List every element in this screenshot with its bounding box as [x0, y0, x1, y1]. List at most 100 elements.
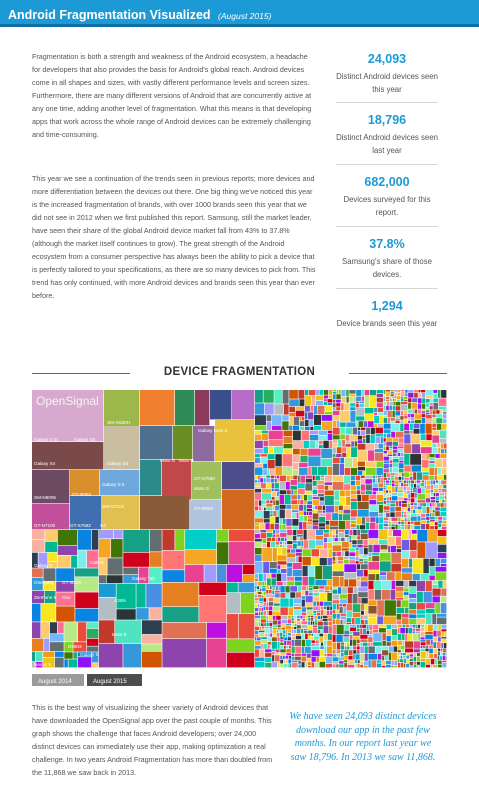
treemap-cell — [350, 490, 357, 495]
treemap-cell — [255, 547, 262, 555]
treemap-cell — [353, 654, 355, 660]
treemap-cell — [73, 642, 87, 652]
treemap-cell — [260, 483, 266, 489]
treemap-cell — [343, 637, 350, 642]
treemap-cell — [274, 478, 277, 483]
treemap-cell — [308, 630, 313, 634]
treemap-cell — [323, 626, 329, 634]
treemap-cell — [255, 586, 257, 590]
treemap-cell — [319, 549, 328, 558]
treemap-cell — [364, 653, 368, 661]
device-treemap[interactable]: OpenSignal Galaxy S III Galaxy S5 SM-G530H G… — [32, 390, 447, 668]
treemap-cell — [414, 480, 417, 484]
treemap-cell — [292, 440, 303, 449]
treemap-cell — [436, 617, 447, 625]
treemap-cell — [344, 475, 351, 484]
treemap-cell — [391, 480, 395, 483]
treemap-cell — [301, 629, 304, 634]
treemap-cell — [346, 390, 349, 397]
treemap-cell — [368, 561, 380, 570]
treemap-device-tile — [162, 460, 192, 500]
treemap-cell — [293, 629, 297, 634]
treemap-cell — [430, 499, 436, 503]
treemap-cell — [391, 483, 395, 487]
treemap-cell — [275, 530, 280, 534]
treemap-cell — [413, 656, 417, 662]
treemap-cell — [258, 621, 261, 626]
treemap-cell — [297, 618, 300, 621]
treemap-cell — [391, 524, 395, 527]
treemap-cell — [375, 646, 382, 654]
treemap-cell — [425, 603, 435, 609]
treemap-cell — [277, 641, 280, 649]
treemap-cell — [332, 399, 336, 403]
treemap-cell — [228, 530, 255, 541]
page-header: Android Fragmentation Visualized (August… — [0, 0, 479, 27]
treemap-cell — [440, 503, 444, 507]
treemap-cell — [263, 610, 266, 616]
treemap-cell — [381, 580, 391, 590]
treemap-cell — [344, 646, 346, 650]
treemap-cell — [401, 511, 404, 514]
treemap-cell — [441, 390, 447, 398]
treemap-cell — [435, 566, 447, 572]
treemap-cell — [274, 475, 277, 479]
treemap-watermark: OpenSignal — [36, 394, 99, 408]
treemap-cell — [263, 561, 270, 573]
treemap-cell — [287, 619, 291, 624]
treemap-cell — [437, 630, 441, 637]
treemap-cell — [344, 572, 357, 579]
treemap-cell — [344, 403, 350, 411]
treemap-cell — [408, 413, 410, 418]
treemap-cell — [298, 664, 301, 668]
treemap-device-tile — [70, 496, 102, 530]
treemap-cell — [413, 641, 420, 649]
treemap-cell — [98, 539, 111, 558]
treemap-cell — [378, 539, 388, 545]
treemap-cell — [257, 586, 260, 590]
treemap-cell — [398, 490, 403, 493]
treemap-cell — [425, 658, 431, 665]
treemap-cell — [444, 495, 447, 500]
treemap-cell — [329, 530, 332, 532]
treemap-cell — [338, 440, 342, 447]
treemap-cell — [255, 641, 261, 646]
treemap-cell — [425, 488, 430, 490]
treemap-cell — [400, 452, 404, 457]
treemap-cell — [378, 478, 380, 483]
treemap-cell — [272, 547, 277, 562]
treemap-cell — [438, 406, 447, 410]
treemap-cell — [398, 524, 401, 530]
treemap-cell — [269, 626, 273, 629]
treemap-cell — [389, 497, 392, 501]
treemap-cell — [271, 537, 276, 542]
treemap-cell — [440, 410, 443, 414]
treemap-cell — [334, 537, 338, 542]
treemap-cell — [394, 392, 397, 396]
treemap-cell — [113, 530, 123, 539]
treemap-cell — [353, 646, 357, 650]
treemap-cell — [443, 458, 447, 468]
treemap-cell — [391, 652, 398, 661]
treemap-cell — [394, 396, 397, 398]
treemap-cell — [305, 633, 308, 640]
treemap-cell — [432, 510, 435, 513]
toggle-2015-button[interactable]: August 2015 — [87, 674, 142, 686]
treemap-cell — [292, 425, 300, 431]
treemap-cell — [420, 631, 425, 637]
treemap-device-label: XL — [50, 618, 56, 623]
treemap-cell — [368, 538, 379, 545]
treemap-cell — [299, 417, 301, 421]
treemap-cell — [336, 653, 341, 657]
treemap-cell — [285, 634, 288, 637]
treemap-cell — [421, 488, 425, 494]
treemap-cell — [277, 625, 281, 628]
treemap-cell — [350, 527, 356, 530]
treemap-cell — [41, 603, 56, 622]
treemap-cell — [392, 410, 395, 418]
toggle-2014-button[interactable]: August 2014 — [32, 674, 84, 686]
treemap-cell — [323, 390, 329, 395]
treemap-cell — [383, 469, 389, 473]
treemap-cell — [316, 601, 319, 606]
treemap-cell — [372, 478, 376, 483]
